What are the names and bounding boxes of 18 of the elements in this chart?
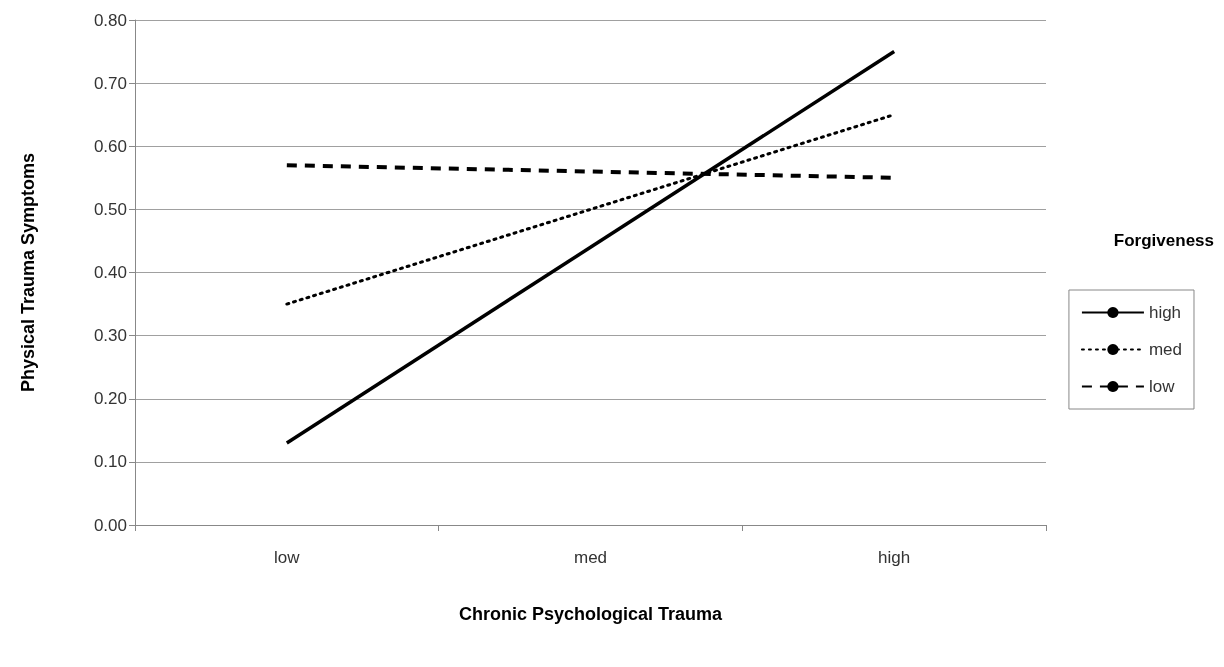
legend-label: med [1148, 340, 1183, 359]
y-tick-label: 0.60 [93, 136, 127, 156]
legend-label: low [1148, 377, 1176, 396]
y-tick-label: 0.80 [93, 10, 127, 30]
y-tick-label: 0.10 [93, 452, 127, 472]
y-tick-label: 0.30 [93, 326, 127, 346]
legend-title: Forgiveness [1113, 231, 1215, 250]
y-tick-label: 0.20 [93, 389, 127, 409]
x-tick-label: low [274, 548, 301, 567]
x-axis-title: Chronic Psychological Trauma [458, 604, 724, 624]
y-tick-label: 0.40 [93, 263, 127, 282]
y-tick-label: 0.50 [93, 199, 127, 219]
y-tick-label: 0.00 [93, 515, 127, 535]
x-tick-label: high [878, 548, 911, 567]
y-tick-label: 0.70 [93, 73, 127, 93]
x-tick-label: med [573, 548, 608, 567]
y-axis-title: Physical Trauma Symptoms [18, 152, 38, 393]
legend-label: high [1148, 303, 1182, 322]
